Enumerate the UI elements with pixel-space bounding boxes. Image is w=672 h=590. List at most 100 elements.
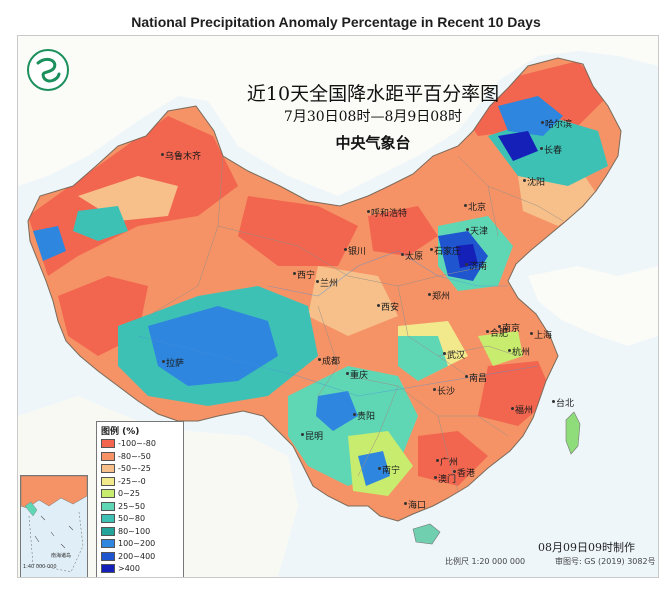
- city-label: 天津: [470, 227, 489, 237]
- legend-swatch: [101, 451, 115, 461]
- city-label: 兰州: [320, 279, 339, 289]
- city-label: 西宁: [297, 271, 316, 281]
- page-title: National Precipitation Anomaly Percentag…: [131, 14, 541, 30]
- city-label: 昆明: [305, 432, 324, 442]
- city-marker: [293, 272, 296, 275]
- city-label: 郑州: [432, 292, 451, 302]
- city-marker: [353, 413, 356, 416]
- map-agency: 中央气象台: [335, 134, 411, 152]
- city-label: 南京: [502, 324, 521, 334]
- city-label: 北京: [468, 203, 487, 213]
- legend-label: >400: [118, 564, 140, 573]
- legend-swatch: [101, 551, 115, 561]
- city-marker: [430, 248, 433, 251]
- city-marker: [541, 121, 544, 124]
- city-label: 济南: [469, 262, 488, 272]
- map-date-range: 7月30日08时—8月9日08时: [283, 109, 463, 125]
- legend-swatch: [101, 489, 115, 498]
- inset-map: [21, 476, 87, 573]
- city-label: 上海: [534, 331, 553, 341]
- map-frame: 近10天全国降水距平百分率图 7月30日08时—8月9日08时 中央气象台 乌鲁…: [17, 35, 659, 578]
- legend-item: -80~-50: [101, 451, 183, 462]
- city-label: 石家庄: [434, 247, 462, 257]
- city-label: 成都: [322, 357, 341, 367]
- city-label: 呼和浩特: [371, 209, 408, 219]
- city-label: 银川: [348, 247, 367, 257]
- city-marker: [453, 470, 456, 473]
- city-label: 拉萨: [166, 359, 185, 369]
- city-label: 武汉: [447, 351, 466, 361]
- city-marker: [552, 400, 555, 403]
- city-marker: [466, 228, 469, 231]
- legend-title: 图例 (%): [101, 427, 140, 437]
- city-marker: [428, 293, 431, 296]
- city-marker: [498, 325, 501, 328]
- inset-scale: 1:40 000 000: [23, 564, 57, 570]
- legend-item: 50~80: [101, 513, 183, 524]
- city-label: 长春: [544, 146, 563, 156]
- city-marker: [434, 476, 437, 479]
- city-label: 香港: [457, 469, 476, 479]
- city-marker: [344, 248, 347, 251]
- city-marker: [162, 360, 165, 363]
- city-label: 澳门: [438, 475, 457, 485]
- legend-swatch: [101, 514, 115, 523]
- map-scale: 比例尺 1:20 000 000: [445, 557, 526, 566]
- legend-item: 25~50: [101, 501, 183, 512]
- city-marker: [540, 147, 543, 150]
- south-china-sea-inset: 南海诸岛 1:40 000 000: [20, 475, 88, 577]
- legend-item: -25~-0: [101, 476, 183, 487]
- city-marker: [401, 253, 404, 256]
- legend-label: 200~400: [118, 551, 156, 561]
- legend-label: 25~50: [118, 501, 146, 511]
- city-marker: [316, 280, 319, 283]
- map-review-number: 审图号: GS (2019) 3082号: [555, 557, 656, 566]
- city-marker: [511, 407, 514, 410]
- city-marker: [465, 263, 468, 266]
- legend-swatch: [101, 564, 115, 573]
- legend-swatch: [101, 539, 115, 548]
- city-marker: [346, 372, 349, 375]
- city-marker: [464, 204, 467, 207]
- city-label: 南宁: [382, 466, 401, 476]
- city-marker: [465, 375, 468, 378]
- city-label: 西安: [381, 303, 400, 313]
- legend-item: 200~400: [101, 551, 183, 562]
- legend-item: 100~200: [101, 538, 183, 549]
- city-marker: [367, 210, 370, 213]
- legend-swatch: [101, 526, 115, 536]
- city-marker: [443, 352, 446, 355]
- city-label: 长沙: [437, 387, 456, 397]
- cma-logo: [27, 49, 69, 91]
- city-marker: [433, 388, 436, 391]
- city-marker: [377, 304, 380, 307]
- legend-item: >400: [101, 563, 183, 574]
- legend-swatch: [101, 464, 115, 473]
- legend-item: 80~100: [101, 526, 183, 537]
- city-marker: [378, 467, 381, 470]
- inset-label: 南海诸岛: [51, 553, 72, 559]
- city-marker: [508, 349, 511, 352]
- city-label: 广州: [440, 458, 459, 468]
- legend-swatch: [101, 476, 115, 486]
- legend-label: 50~80: [118, 514, 146, 523]
- city-label: 贵阳: [357, 412, 376, 422]
- legend-label: -100~-80: [118, 439, 156, 448]
- made-time-stamp: 08月09日09时制作: [538, 541, 635, 554]
- legend-item: 0~25: [101, 488, 183, 499]
- city-label: 沈阳: [527, 178, 546, 188]
- city-marker: [404, 502, 407, 505]
- city-label: 哈尔滨: [545, 120, 573, 130]
- city-label: 福州: [515, 406, 534, 416]
- city-marker: [486, 330, 489, 333]
- legend-label: -80~-50: [118, 451, 151, 461]
- legend-swatch: [101, 439, 115, 448]
- city-marker: [301, 433, 304, 436]
- city-label: 重庆: [350, 371, 369, 381]
- map-main-title: 近10天全国降水距平百分率图: [246, 83, 500, 105]
- legend-label: -25~-0: [118, 476, 146, 486]
- city-label: 台北: [556, 399, 575, 409]
- legend-label: 100~200: [118, 539, 156, 548]
- city-marker: [523, 179, 526, 182]
- legend: 图例 (%) -100~-80 -80~-50 -50~-25 -25~-0 0~25 2…: [96, 421, 184, 577]
